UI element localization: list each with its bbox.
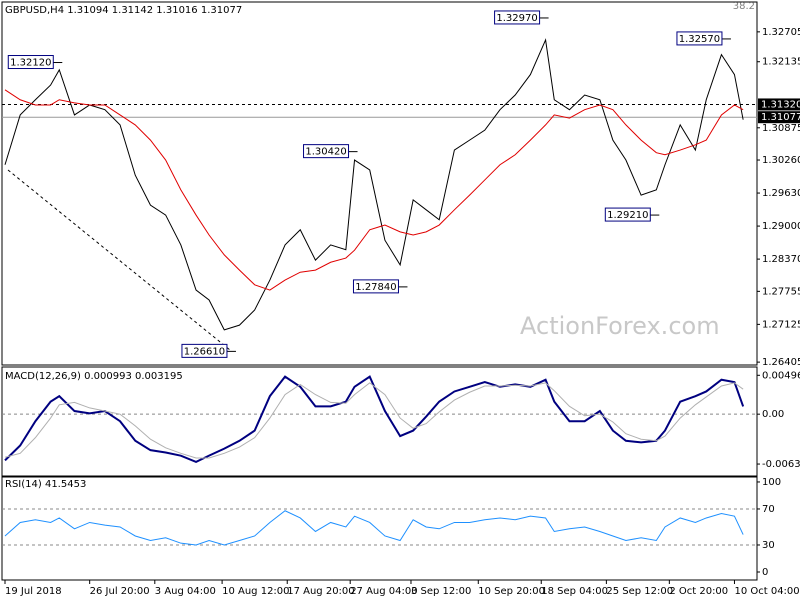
y-tick-label: 1.30875	[762, 123, 800, 134]
y-tick-label: 100	[762, 477, 781, 488]
y-tick-label: 1.32135	[762, 57, 800, 68]
annotation-label: 1.30420	[305, 147, 346, 158]
annotation-box	[303, 144, 350, 159]
price-panel-frame	[1, 1, 758, 366]
y-tick-label: 1.29000	[762, 221, 800, 232]
x-tick-label: 26 Jul 20:00	[90, 586, 150, 597]
x-tick-label: 10 Oct 04:00	[734, 586, 799, 597]
y-tick-label: 1.29630	[762, 188, 800, 199]
y-tick-label: 0.00	[762, 409, 784, 420]
y-tick-label: 1.26405	[762, 357, 800, 368]
annotation-box	[676, 31, 723, 46]
series-line	[4, 38, 744, 331]
series-line	[4, 89, 744, 291]
annotation-label: 1.27840	[355, 282, 396, 293]
annotation-label: 1.26610	[184, 346, 225, 357]
y-tick-label: 30	[762, 540, 775, 551]
y-tick-label: 1.30260	[762, 155, 800, 166]
price-panel-title: GBPUSD,H4 1.31094 1.31142 1.31016 1.3107…	[5, 5, 242, 16]
annotation-box	[494, 10, 541, 25]
macd-panel-title: MACD(12,26,9) 0.000993 0.003195	[5, 371, 183, 382]
annotation-label: 1.32970	[496, 13, 537, 24]
x-tick-label: 3 Sep 12:00	[411, 586, 471, 597]
y-tick-label: 70	[762, 504, 775, 515]
x-tick-label: 25 Sep 12:00	[606, 586, 673, 597]
fib-label: 38.2	[733, 1, 755, 12]
price-label: 1.31077	[761, 112, 800, 123]
x-tick-label: 18 Sep 04:00	[541, 586, 608, 597]
x-tick-label: 27 Aug 04:00	[350, 586, 417, 597]
price-label-box	[758, 111, 800, 124]
y-tick-label: 1.27755	[762, 286, 800, 297]
rsi-panel-frame	[1, 476, 758, 581]
y-tick-label: 0.004968	[762, 370, 800, 381]
y-tick-label: 1.32705	[762, 27, 800, 38]
y-tick-label: -0.006372	[762, 459, 800, 470]
annotation-label: 1.29210	[607, 210, 648, 221]
price-label-box	[758, 98, 800, 111]
series-line	[4, 382, 744, 459]
watermark: ActionForex.com	[520, 312, 720, 340]
x-tick-label: 10 Aug 12:00	[222, 586, 289, 597]
annotation-label: 1.32570	[679, 34, 720, 45]
x-tick-label: 2 Oct 20:00	[669, 586, 728, 597]
annotation-label: 1.32120	[10, 58, 51, 69]
annotation-box	[181, 343, 228, 358]
rsi-panel-title: RSI(14) 41.5453	[5, 479, 86, 490]
annotation-box	[352, 279, 399, 294]
series-line	[4, 375, 745, 464]
annotation-box	[7, 55, 54, 70]
y-tick-label: 0	[762, 567, 768, 578]
annotation-box	[604, 207, 651, 222]
x-tick-label: 17 Aug 20:00	[287, 586, 354, 597]
x-tick-label: 19 Jul 2018	[5, 586, 62, 597]
y-tick-label: 1.28370	[762, 254, 800, 265]
series-line	[4, 510, 744, 546]
x-tick-label: 10 Sep 20:00	[478, 586, 545, 597]
price-label: 1.31320	[761, 99, 800, 110]
x-tick-label: 3 Aug 04:00	[155, 586, 216, 597]
macd-panel-frame	[1, 366, 758, 477]
y-tick-label: 1.27125	[762, 319, 800, 330]
